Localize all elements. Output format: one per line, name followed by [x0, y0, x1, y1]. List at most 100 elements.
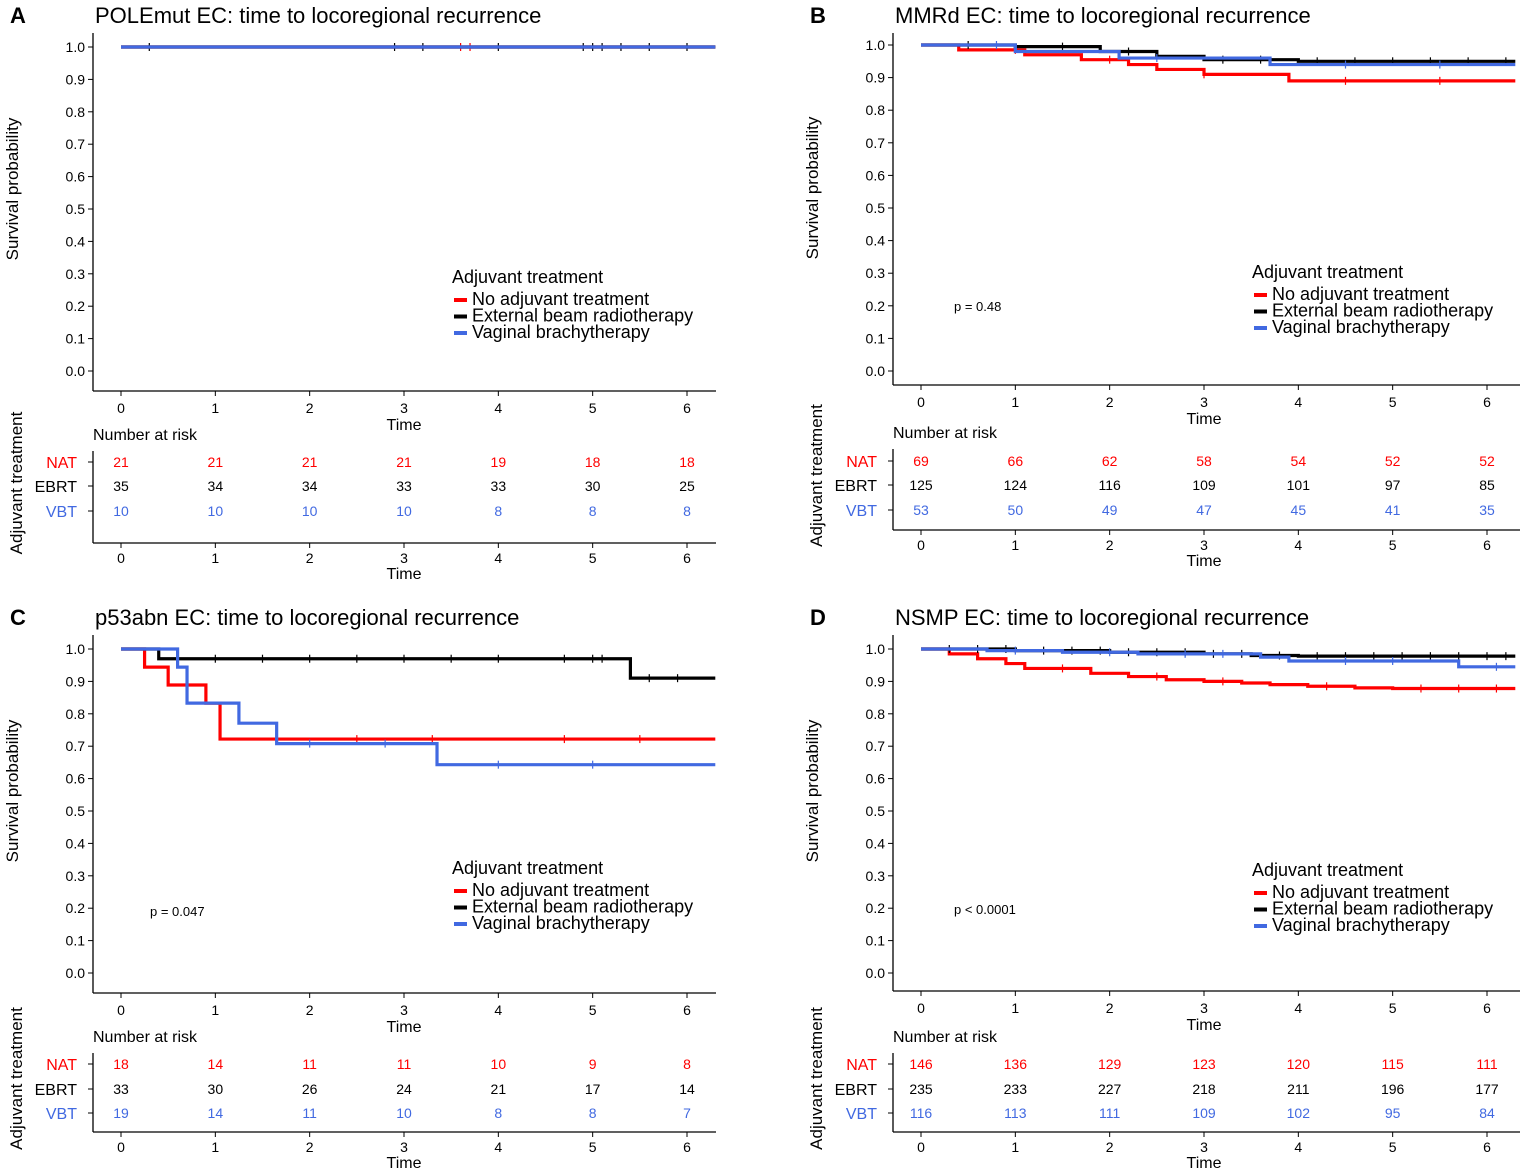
- risk-count: 10: [302, 503, 318, 519]
- risk-count: 8: [683, 1056, 691, 1072]
- risk-count: 21: [491, 1081, 507, 1097]
- risk-group-label: NAT: [46, 1057, 77, 1074]
- risk-x-tick-label: 0: [917, 1139, 925, 1155]
- km-panel-d: D NSMP EC: time to locoregional recurrenc…: [803, 605, 1520, 1172]
- x-tick-label: 2: [306, 400, 314, 416]
- risk-count: 10: [208, 503, 224, 519]
- risk-x-tick-label: 3: [400, 550, 408, 566]
- risk-group-label: NAT: [846, 1057, 877, 1074]
- km-curve-nat: [921, 43, 1516, 83]
- risk-table-title: Number at risk: [893, 1029, 998, 1046]
- risk-count: 177: [1475, 1081, 1499, 1097]
- risk-count: 49: [1102, 502, 1118, 518]
- risk-y-axis-label: Adjuvant treatment: [7, 411, 26, 554]
- x-axis-label: Time: [387, 1019, 422, 1036]
- risk-x-tick-label: 1: [211, 1139, 219, 1155]
- x-tick-label: 2: [1106, 394, 1114, 410]
- risk-group-label: VBT: [46, 504, 77, 521]
- x-tick-label: 5: [1389, 394, 1397, 410]
- risk-table-title: Number at risk: [93, 1029, 198, 1046]
- risk-count: 111: [1099, 1105, 1120, 1121]
- risk-group-label: EBRT: [835, 478, 878, 495]
- legend-entry: Vaginal brachytherapy: [472, 322, 650, 342]
- risk-count: 35: [1479, 502, 1495, 518]
- km-panel-a: A POLEmut EC: time to locoregional recurr…: [3, 3, 716, 583]
- risk-count: 50: [1008, 502, 1024, 518]
- risk-x-axis-label: Time: [1187, 553, 1222, 570]
- risk-count: 19: [491, 454, 507, 470]
- y-tick-label: 0.1: [66, 933, 86, 949]
- risk-x-tick-label: 3: [400, 1139, 408, 1155]
- x-axis-label: Time: [1187, 411, 1222, 428]
- p-value: p = 0.047: [150, 904, 205, 919]
- y-axis-label: Survival probability: [3, 117, 22, 260]
- risk-group-label: EBRT: [35, 1082, 78, 1099]
- risk-count: 84: [1479, 1105, 1495, 1121]
- y-tick-label: 0.0: [866, 363, 886, 379]
- legend-entry: No adjuvant treatment: [472, 880, 649, 900]
- risk-x-tick-label: 0: [117, 550, 125, 566]
- risk-x-tick-label: 4: [1294, 1139, 1302, 1155]
- risk-y-axis-label: Adjuvant treatment: [7, 1007, 26, 1150]
- risk-count: 116: [910, 1105, 933, 1121]
- risk-x-tick-label: 6: [1483, 1139, 1491, 1155]
- risk-group-label: VBT: [46, 1106, 77, 1123]
- x-tick-label: 5: [589, 1002, 597, 1018]
- x-axis-label: Time: [387, 417, 422, 434]
- risk-count: 21: [396, 454, 412, 470]
- legend-title: Adjuvant treatment: [452, 858, 603, 878]
- risk-count: 227: [1098, 1081, 1122, 1097]
- km-panel-b: B MMRd EC: time to locoregional recurrenc…: [803, 3, 1520, 570]
- risk-x-axis-label: Time: [387, 1155, 422, 1172]
- y-tick-label: 0.2: [866, 900, 886, 916]
- risk-count: 18: [113, 1056, 129, 1072]
- legend-title: Adjuvant treatment: [1252, 860, 1403, 880]
- p-value: p < 0.0001: [954, 902, 1016, 917]
- y-tick-label: 0.2: [866, 298, 886, 314]
- risk-count: 235: [909, 1081, 933, 1097]
- y-tick-label: 0.9: [866, 673, 886, 689]
- x-tick-label: 0: [117, 1002, 125, 1018]
- x-tick-label: 4: [494, 1002, 502, 1018]
- risk-count: 9: [589, 1056, 597, 1072]
- risk-x-tick-label: 1: [1011, 537, 1019, 553]
- panel-label: C: [10, 605, 26, 630]
- risk-count: 25: [679, 478, 695, 494]
- risk-count: 21: [208, 454, 224, 470]
- x-tick-label: 4: [1294, 1000, 1302, 1016]
- legend-title: Adjuvant treatment: [452, 267, 603, 287]
- y-tick-label: 0.5: [66, 201, 86, 217]
- x-tick-label: 3: [400, 400, 408, 416]
- y-tick-label: 1.0: [866, 37, 886, 53]
- x-tick-label: 5: [589, 400, 597, 416]
- risk-table-title: Number at risk: [893, 425, 998, 442]
- y-tick-label: 0.0: [866, 965, 886, 981]
- risk-count: 115: [1382, 1056, 1405, 1072]
- risk-count: 33: [113, 1081, 129, 1097]
- risk-count: 69: [913, 453, 929, 469]
- risk-x-axis-label: Time: [1187, 1155, 1222, 1172]
- risk-count: 14: [679, 1081, 695, 1097]
- y-tick-label: 0.1: [866, 933, 886, 949]
- risk-count: 218: [1192, 1081, 1216, 1097]
- x-tick-label: 0: [917, 394, 925, 410]
- risk-count: 8: [589, 503, 597, 519]
- x-tick-label: 0: [917, 1000, 925, 1016]
- risk-count: 41: [1385, 502, 1401, 518]
- x-tick-label: 3: [1200, 1000, 1208, 1016]
- y-tick-label: 0.7: [66, 738, 86, 754]
- risk-count: 54: [1291, 453, 1307, 469]
- x-tick-label: 1: [1011, 394, 1019, 410]
- risk-count: 17: [585, 1081, 601, 1097]
- x-tick-label: 6: [1483, 1000, 1491, 1016]
- y-tick-label: 0.9: [66, 71, 86, 87]
- risk-x-tick-label: 4: [1294, 537, 1302, 553]
- legend-entry: No adjuvant treatment: [472, 289, 649, 309]
- chart-title: MMRd EC: time to locoregional recurrence: [895, 3, 1311, 28]
- y-tick-label: 1.0: [866, 641, 886, 657]
- y-tick-label: 0.8: [66, 104, 86, 120]
